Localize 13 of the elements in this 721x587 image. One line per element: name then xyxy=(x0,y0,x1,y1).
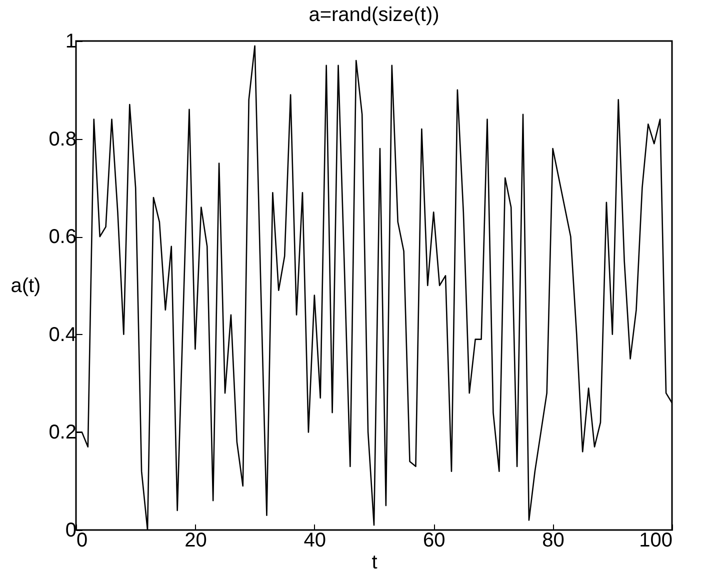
x-tick-label: 40 xyxy=(304,530,326,552)
y-tick-label: 0.4 xyxy=(48,324,76,346)
y-tick-label: 0.8 xyxy=(48,128,76,150)
x-axis-title: t xyxy=(372,552,378,574)
y-tick-label: 0.2 xyxy=(48,422,76,444)
y-axis-title: a(t) xyxy=(10,275,41,297)
y-tick-label: 1 xyxy=(65,30,76,52)
x-tick-label: 20 xyxy=(184,530,207,552)
x-tick-label: 60 xyxy=(422,530,446,552)
x-tick-label: 100 xyxy=(639,530,672,552)
y-tick-label: 0.6 xyxy=(48,226,76,248)
chart-title: a=rand(size(t)) xyxy=(308,4,440,26)
x-tick-label: 80 xyxy=(542,530,564,552)
